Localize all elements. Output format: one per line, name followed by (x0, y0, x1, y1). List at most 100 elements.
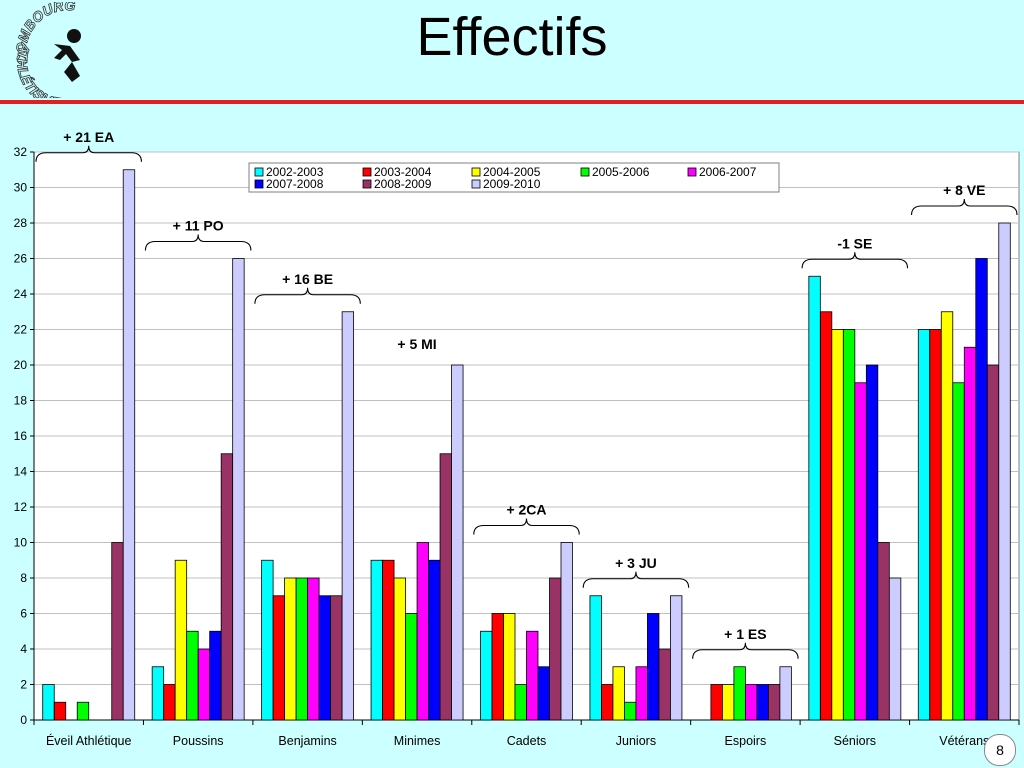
title-divider (0, 100, 1024, 104)
legend-swatch (471, 179, 481, 189)
bar (888, 577, 902, 721)
bar (220, 453, 234, 721)
y-tick-label: 8 (20, 571, 27, 585)
runner-icon (54, 29, 81, 82)
legend-swatch (254, 167, 264, 177)
bar (756, 684, 769, 721)
bar (186, 630, 199, 721)
y-tick-label: 26 (14, 252, 28, 266)
annotation-label: + 3 JU (615, 555, 657, 571)
legend-label: 2006-2007 (699, 165, 757, 179)
y-tick-label: 14 (14, 465, 28, 479)
bar (721, 684, 735, 721)
bar (318, 595, 332, 721)
bar (151, 666, 165, 721)
bar (635, 666, 648, 721)
y-tick-label: 32 (14, 145, 28, 159)
legend-label: 2003-2004 (374, 165, 432, 179)
legend-label: 2009-2010 (483, 177, 541, 191)
club-logo: COMBOURG ATHLÉTISME (14, 2, 81, 98)
bar (480, 630, 493, 721)
bar (560, 542, 573, 721)
legend-label: 2005-2006 (592, 165, 650, 179)
bar (416, 542, 429, 721)
bar (549, 577, 562, 721)
annotation-label: -1 SE (837, 235, 872, 251)
y-tick-label: 4 (20, 642, 27, 656)
annotation-brace (144, 234, 252, 251)
bar (382, 559, 395, 721)
bar (865, 364, 879, 721)
bar (307, 577, 320, 721)
bar (122, 169, 136, 721)
page-number: 8 (984, 734, 1016, 766)
legend-swatch (254, 179, 264, 189)
y-tick-label: 0 (20, 713, 27, 727)
bar (670, 595, 683, 721)
bar (295, 577, 309, 721)
bar (998, 222, 1011, 721)
annotation-brace (801, 252, 909, 269)
bar (647, 613, 660, 721)
x-tick-label: Juniors (616, 734, 656, 748)
x-tick-label: Benjamins (278, 734, 336, 748)
annotation-brace (473, 518, 580, 535)
legend-swatch (471, 167, 481, 177)
y-tick-label: 6 (20, 607, 27, 621)
bar (952, 382, 965, 721)
bar (929, 329, 942, 721)
bar (831, 329, 844, 721)
bar (526, 630, 539, 721)
bar (658, 648, 671, 721)
annotation-brace (254, 287, 361, 304)
y-tick-label: 2 (20, 678, 27, 692)
bar (451, 364, 464, 721)
bar (284, 577, 297, 721)
bar (975, 258, 988, 721)
bar (877, 542, 890, 721)
annotation-brace (692, 642, 799, 659)
bar (808, 275, 821, 721)
y-tick-label: 22 (14, 323, 28, 337)
annotation-brace (582, 571, 690, 588)
bar (601, 684, 614, 721)
annotation-brace (911, 198, 1018, 216)
y-tick-label: 30 (14, 181, 28, 195)
y-tick-label: 10 (14, 536, 28, 550)
bar (986, 364, 1000, 721)
annotation-brace (35, 145, 142, 162)
bar (733, 666, 746, 721)
annotation-label: + 11 PO (173, 218, 224, 234)
y-tick-label: 20 (14, 358, 28, 372)
x-tick-label: Cadets (507, 734, 547, 748)
x-tick-label: Vétérans (939, 734, 989, 748)
bar (209, 630, 222, 721)
bar (589, 595, 602, 721)
bar (514, 684, 527, 721)
legend-label: 2002-2003 (266, 165, 324, 179)
legend-swatch (362, 179, 372, 189)
bar (842, 329, 856, 721)
bar (42, 684, 55, 721)
bar (503, 613, 516, 721)
bar (624, 701, 637, 721)
bar (854, 382, 867, 721)
legend-swatch (687, 167, 697, 177)
bar (491, 613, 504, 721)
bar (710, 684, 723, 721)
y-tick-label: 12 (14, 500, 28, 514)
bar (779, 666, 792, 721)
x-tick-label: Éveil Athlétique (46, 733, 132, 748)
bar (370, 559, 383, 721)
x-tick-label: Poussins (173, 734, 224, 748)
bar (428, 559, 441, 721)
bar (744, 684, 758, 721)
bar (940, 311, 954, 721)
legend-label: 2004-2005 (483, 165, 541, 179)
bar (163, 684, 176, 721)
bar (53, 701, 67, 721)
x-tick-label: Séniors (834, 734, 876, 748)
bar (76, 701, 90, 721)
annotation-label: + 8 VE (943, 182, 985, 198)
